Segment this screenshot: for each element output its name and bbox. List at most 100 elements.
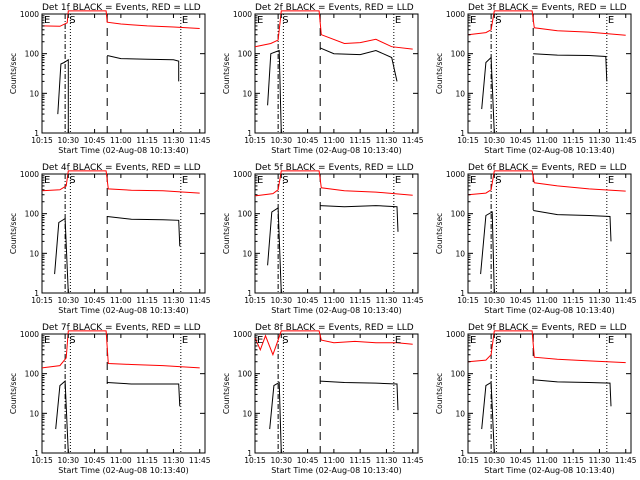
- y-tick-label: 100: [25, 50, 40, 59]
- marker-start: S: [69, 15, 75, 26]
- x-tick-label: 10:15: [457, 296, 479, 305]
- x-tick-label: 10:15: [31, 456, 53, 465]
- y-tick-label: 100: [451, 370, 466, 379]
- y-axis-label: Counts/sec: [222, 213, 231, 254]
- marker-start: S: [69, 175, 75, 186]
- marker-start: S: [495, 335, 501, 346]
- y-axis-label: Counts/sec: [9, 373, 18, 414]
- marker-end: E: [257, 15, 263, 26]
- lld-series-1: [467, 170, 626, 196]
- x-tick-label: 11:00: [110, 296, 132, 305]
- chart-panel-4: Det 4f BLACK = Events, RED = LLD 10:15 10:…: [9, 163, 211, 315]
- y-axis-label: Counts/sec: [435, 53, 444, 94]
- x-axis-label: Start Time (02-Aug-08 10:13:40): [58, 306, 189, 315]
- chart-panel-8: Det 8f BLACK = Events, RED = LLD 10:15 10:…: [222, 323, 424, 475]
- x-tick-label: 11:00: [110, 136, 132, 145]
- marker-start: S: [282, 175, 288, 186]
- y-axis-label: Counts/sec: [435, 213, 444, 254]
- chart-panel-1: Det 1f BLACK = Events, RED = LLD 10:15 10:…: [9, 3, 211, 155]
- lld-series-1: [254, 330, 413, 357]
- x-tick-label: 11:15: [136, 296, 158, 305]
- lld-series-1: [254, 170, 413, 197]
- x-axis-label: Start Time (02-Aug-08 10:13:40): [58, 146, 189, 155]
- x-tick-label: 11:45: [189, 456, 211, 465]
- marker-end: E: [44, 175, 50, 186]
- y-tick-label: 1: [460, 289, 465, 298]
- marker-end: E: [182, 15, 188, 26]
- x-tick-label: 11:00: [323, 296, 345, 305]
- y-tick-label: 1: [460, 129, 465, 138]
- y-tick-label: 10: [455, 409, 465, 418]
- x-tick-label: 10:30: [57, 296, 79, 305]
- x-tick-label: 11:00: [536, 456, 558, 465]
- x-tick-label: 10:15: [31, 296, 53, 305]
- x-tick-label: 11:45: [189, 136, 211, 145]
- x-tick-label: 10:30: [270, 136, 292, 145]
- x-axis-label: Start Time (02-Aug-08 10:13:40): [271, 466, 402, 475]
- x-tick-label: 11:00: [536, 136, 558, 145]
- x-tick-label: 11:45: [189, 296, 211, 305]
- x-tick-label: 10:30: [270, 456, 292, 465]
- marker-end: E: [470, 175, 476, 186]
- x-tick-label: 11:30: [376, 136, 398, 145]
- y-tick-label: 1000: [20, 10, 39, 19]
- y-tick-label: 100: [451, 50, 466, 59]
- events-series-2: [269, 381, 282, 454]
- lld-series-1: [254, 10, 413, 50]
- chart-panel-3: Det 3f BLACK = Events, RED = LLD 10:15 10:…: [435, 3, 637, 155]
- x-tick-label: 11:45: [615, 456, 637, 465]
- y-tick-label: 100: [25, 370, 40, 379]
- x-axis-label: Start Time (02-Aug-08 10:13:40): [271, 306, 402, 315]
- marker-end: E: [395, 175, 401, 186]
- x-tick-label: 11:30: [163, 136, 185, 145]
- lld-series-1: [41, 10, 200, 29]
- y-tick-label: 100: [238, 210, 253, 219]
- chart-title: Det 4f BLACK = Events, RED = LLD: [42, 163, 201, 173]
- events-series-2: [267, 49, 282, 134]
- y-tick-label: 10: [242, 89, 252, 98]
- x-tick-label: 11:30: [589, 136, 611, 145]
- y-tick-label: 1000: [20, 330, 39, 339]
- events-series-2: [267, 206, 282, 294]
- y-tick-label: 10: [242, 409, 252, 418]
- chart-title: Det 7f BLACK = Events, RED = LLD: [42, 323, 201, 333]
- marker-end: E: [44, 335, 50, 346]
- events-series-2: [481, 381, 495, 454]
- y-tick-label: 10: [29, 249, 39, 258]
- x-tick-label: 10:15: [31, 136, 53, 145]
- y-tick-label: 1: [247, 129, 252, 138]
- chart-title: Det 2f BLACK = Events, RED = LLD: [255, 3, 414, 13]
- x-tick-label: 11:00: [536, 296, 558, 305]
- marker-start: S: [282, 15, 288, 26]
- x-tick-label: 11:45: [615, 136, 637, 145]
- y-tick-label: 100: [25, 210, 40, 219]
- marker-end: E: [470, 335, 476, 346]
- x-tick-label: 10:45: [510, 296, 532, 305]
- x-tick-label: 11:15: [562, 456, 584, 465]
- x-tick-label: 10:30: [57, 456, 79, 465]
- chart-title: Det 5f BLACK = Events, RED = LLD: [255, 163, 414, 173]
- plot-frame: [254, 333, 419, 454]
- plot-frame: [41, 333, 206, 454]
- x-tick-label: 10:45: [84, 456, 106, 465]
- events-series-3: [107, 55, 180, 82]
- chart-title: Det 9f BLACK = Events, RED = LLD: [468, 323, 627, 333]
- y-tick-label: 1: [34, 449, 39, 458]
- events-series-2: [57, 58, 69, 133]
- x-tick-label: 11:45: [402, 296, 424, 305]
- x-tick-label: 11:30: [163, 296, 185, 305]
- x-tick-label: 10:45: [84, 296, 106, 305]
- x-tick-label: 10:45: [297, 456, 319, 465]
- y-axis-label: Counts/sec: [222, 373, 231, 414]
- marker-start: S: [69, 335, 75, 346]
- x-tick-label: 11:30: [376, 296, 398, 305]
- x-tick-label: 11:15: [562, 296, 584, 305]
- y-tick-label: 1000: [233, 170, 252, 179]
- chart-title: Det 8f BLACK = Events, RED = LLD: [255, 323, 414, 333]
- y-tick-label: 10: [455, 249, 465, 258]
- y-tick-label: 100: [238, 50, 253, 59]
- y-axis-label: Counts/sec: [9, 213, 18, 254]
- events-series-2: [55, 380, 69, 454]
- chart-panel-6: Det 6f BLACK = Events, RED = LLD 10:15 10:…: [435, 163, 637, 315]
